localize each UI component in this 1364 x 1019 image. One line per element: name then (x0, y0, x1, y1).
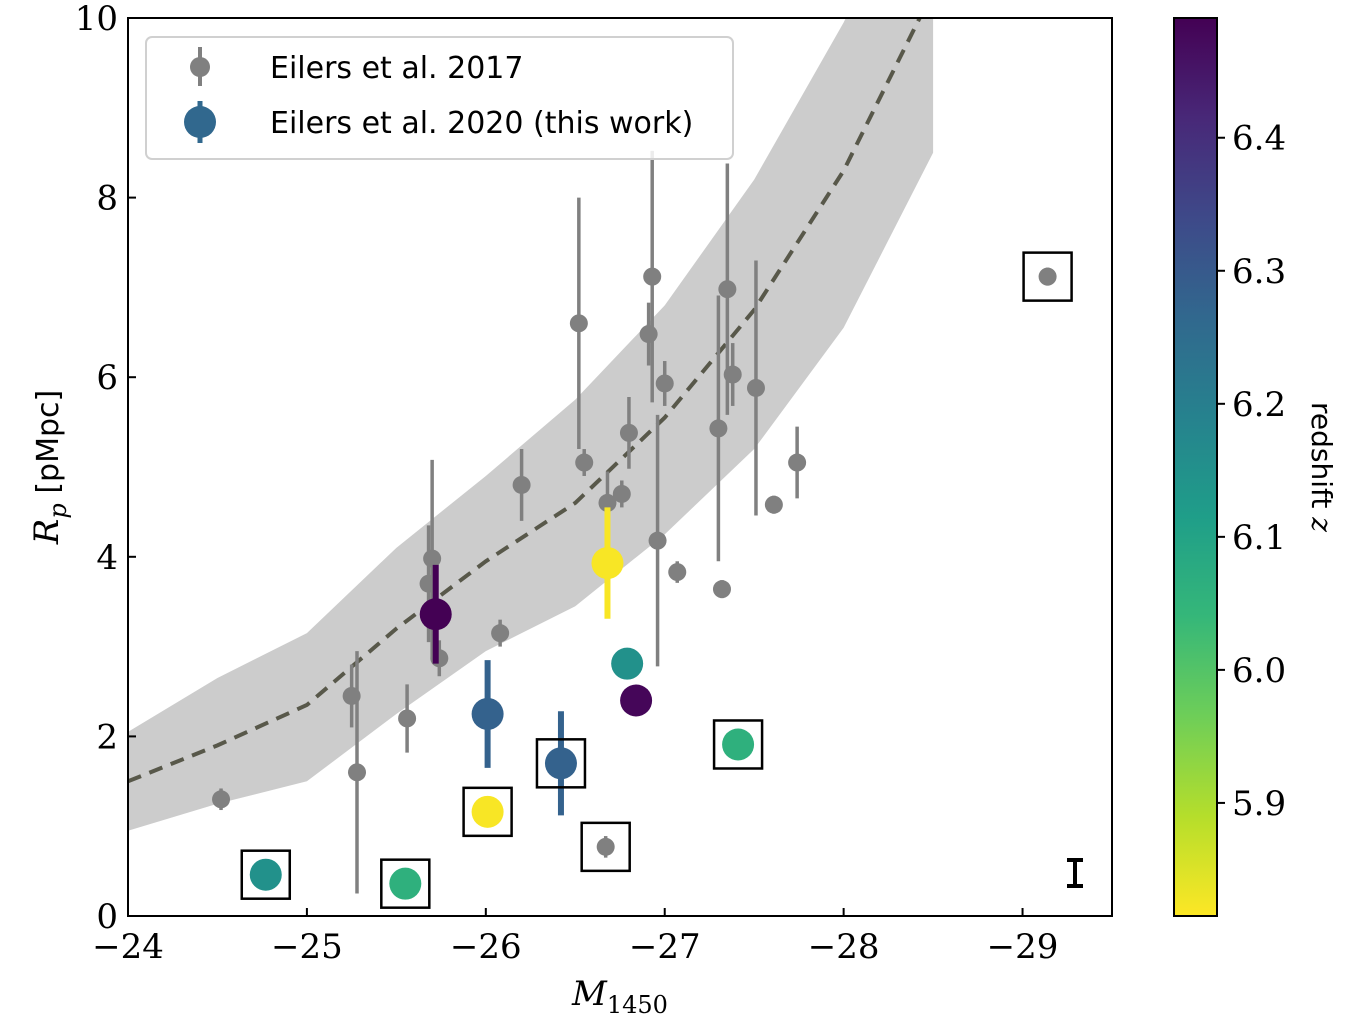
data-point-2020 (611, 647, 644, 680)
plot-frame (127, 17, 1113, 917)
x-tick-label: −26 (450, 927, 522, 967)
colorbar-tick-label: 6.4 (1232, 119, 1286, 159)
legend-marker-2017 (190, 47, 210, 86)
data-point-2017 (398, 684, 417, 753)
data-point-2017 (575, 449, 594, 476)
colorbar-gradient (1173, 17, 1218, 917)
x-tick-label: −27 (629, 927, 701, 967)
data-point-2017 (712, 580, 731, 599)
legend-label-2017: Eilers et al. 2017 (270, 51, 523, 86)
data-point-2020 (591, 507, 624, 619)
colorbar: 5.9 6.0 6.1 6.2 6.3 6.4 redshift z (1173, 17, 1338, 917)
highlight-box (580, 821, 631, 873)
data-point-2020 (389, 867, 422, 900)
y-tick-label: 8 (96, 179, 118, 219)
data-point-2020 (419, 564, 452, 664)
x-tick-label: −25 (271, 927, 343, 967)
data-point-2017 (746, 260, 765, 516)
data-point-2020 (544, 711, 577, 816)
data-point-2017 (648, 414, 667, 667)
data-point-2017 (348, 651, 367, 894)
data-point-2017 (596, 836, 615, 858)
x-tick-label: −24 (92, 927, 164, 967)
colorbar-label: redshift z (1305, 402, 1338, 532)
data-point-2017 (512, 449, 531, 521)
data-point-2017 (723, 343, 742, 406)
model-curve (128, 18, 922, 784)
series-eilers-2017 (212, 150, 1057, 894)
y-tick-label: 2 (96, 717, 118, 757)
highlight-box (1022, 251, 1073, 302)
data-point-2017 (612, 480, 631, 508)
data-point-2020 (249, 858, 282, 891)
highlight-box (462, 786, 513, 838)
highlight-boxes (240, 251, 1073, 909)
data-point-2020 (722, 728, 755, 761)
typical-errorbar-icon (1067, 858, 1083, 888)
data-point-2017 (788, 426, 807, 499)
plot-area (128, 18, 1073, 909)
colorbar-tick-label: 6.2 (1232, 385, 1286, 425)
x-tick-label: −28 (808, 927, 880, 967)
data-point-2020 (471, 660, 504, 768)
data-point-2017 (212, 788, 231, 811)
x-axis-label: M1450 (571, 974, 668, 1019)
colorbar-tick-label: 6.3 (1232, 252, 1286, 292)
series-eilers-2020 (249, 507, 755, 900)
legend: Eilers et al. 2017 Eilers et al. 2020 (t… (145, 36, 734, 160)
y-tick-label: 6 (96, 358, 118, 398)
y-tick-label: 0 (96, 897, 118, 937)
highlight-box (380, 858, 431, 909)
data-point-2017 (1038, 267, 1057, 286)
highlight-box (712, 719, 764, 770)
colorbar-ticks: 5.9 6.0 6.1 6.2 6.3 6.4 (1217, 119, 1286, 824)
data-point-2017 (491, 619, 510, 647)
colorbar-tick-label: 6.0 (1232, 651, 1286, 691)
x-tick-label: −29 (987, 927, 1059, 967)
colorbar-tick-label: 5.9 (1232, 784, 1286, 824)
data-point-2017 (764, 495, 783, 514)
x-axis: −24 −25 −26 −27 −28 −29 (92, 908, 1058, 967)
legend-marker-2020 (184, 101, 216, 143)
y-tick-label: 4 (96, 538, 118, 578)
data-point-2017 (668, 561, 687, 583)
y-axis-label: Rp [pMpc] (27, 390, 72, 545)
colorbar-tick-label: 6.1 (1232, 518, 1286, 558)
legend-frame (145, 36, 734, 160)
data-point-2017 (619, 396, 638, 469)
y-axis: 0 2 4 6 8 10 (75, 0, 136, 937)
data-point-2017 (709, 295, 728, 562)
highlight-box (240, 849, 292, 900)
legend-label-2020: Eilers et al. 2020 (this work) (270, 106, 693, 141)
data-point-2020 (471, 795, 504, 828)
data-point-2020 (620, 684, 653, 717)
data-point-2017 (655, 361, 674, 406)
model-uncertainty-band (128, 18, 934, 831)
data-point-2017 (569, 197, 588, 450)
data-point-2017 (643, 150, 662, 403)
highlight-box (535, 738, 587, 789)
y-tick-label: 10 (75, 0, 118, 39)
